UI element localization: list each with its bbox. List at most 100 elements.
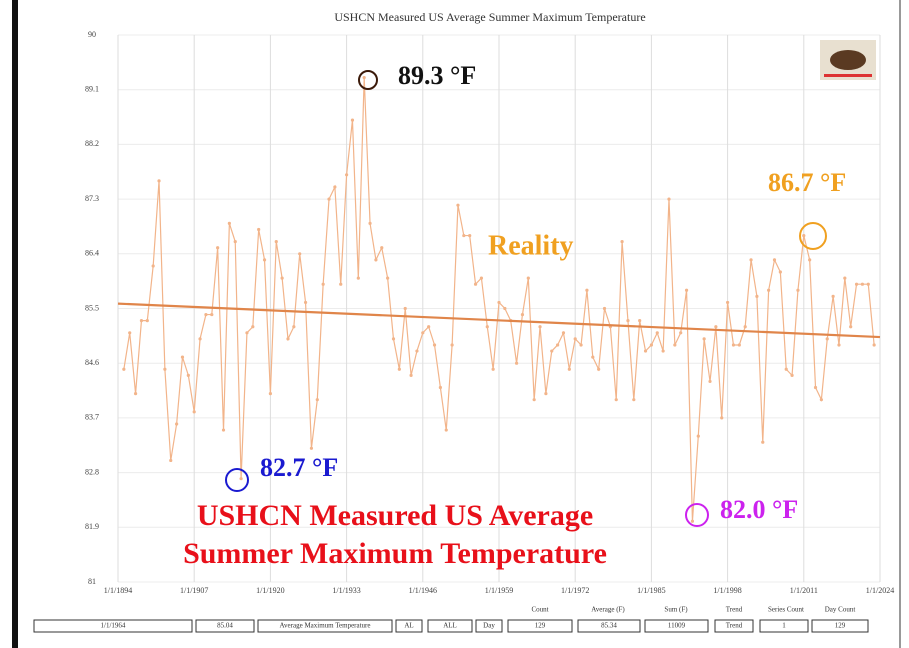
data-point [855,283,858,286]
logo-dog [830,50,866,70]
data-point [386,277,389,280]
data-point [591,356,594,359]
data-point [714,325,717,328]
data-point [474,283,477,286]
logo [820,40,876,80]
data-point [562,331,565,334]
data-point [521,313,524,316]
data-point [480,277,483,280]
data-point [181,356,184,359]
data-point [650,343,653,346]
data-point [843,277,846,280]
control-value: Day [483,622,495,630]
data-point [626,319,629,322]
x-tick-label: 1/1/1894 [104,586,132,595]
data-point [779,270,782,273]
data-point [357,277,360,280]
data-point [298,252,301,255]
data-point [251,325,254,328]
control-value: Trend [726,622,743,630]
y-tick-label: 86.4 [85,249,99,258]
data-point [790,374,793,377]
data-point [785,368,788,371]
annotation-circle [686,504,708,526]
chart: USHCN Measured US Average Summer Maximum… [0,0,909,648]
x-tick-label: 1/1/2024 [866,586,894,595]
screenshot: USHCN Measured US Average Summer Maximum… [0,0,909,648]
data-point [210,313,213,316]
data-point [849,325,852,328]
data-point [708,380,711,383]
data-point [656,331,659,334]
data-point [814,386,817,389]
data-point [392,337,395,340]
x-tick-label: 1/1/1959 [485,586,513,595]
data-point [644,349,647,352]
data-point [773,258,776,261]
data-point [134,392,137,395]
data-point [263,258,266,261]
annotation: 89.3 °F [398,61,476,90]
data-point [163,368,166,371]
data-point [140,319,143,322]
data-point [533,398,536,401]
data-point [802,234,805,237]
data-point [316,398,319,401]
data-point [767,289,770,292]
data-point [462,234,465,237]
data-point [152,264,155,267]
data-point [761,441,764,444]
data-point [691,520,694,523]
y-tick-label: 85.5 [85,303,99,312]
data-point [146,319,149,322]
data-point [726,301,729,304]
data-point [556,343,559,346]
data-point [169,459,172,462]
overlay-title: Summer Maximum Temperature [183,537,607,570]
data-point [281,277,284,280]
data-point [269,392,272,395]
data-point [445,428,448,431]
data-point [497,301,500,304]
data-point [363,76,366,79]
y-tick-label: 82.8 [85,467,99,476]
x-tick-label: 1/1/1946 [409,586,437,595]
x-tick-label: 1/1/1907 [180,586,208,595]
control-header: Count [531,606,548,614]
y-tick-label: 83.7 [85,413,99,422]
data-point [744,325,747,328]
data-point [738,343,741,346]
control-header: Trend [726,606,743,614]
data-point [585,289,588,292]
x-tick-label: 1/1/2011 [790,586,818,595]
data-point [439,386,442,389]
data-point [368,222,371,225]
data-point [427,325,430,328]
data-point [550,349,553,352]
data-point [826,337,829,340]
data-point [310,447,313,450]
data-point [456,204,459,207]
control-value: Average Maximum Temperature [280,622,371,630]
control-value: AL [404,622,413,630]
data-point [345,173,348,176]
data-point [832,295,835,298]
data-point [228,222,231,225]
x-tick-label: 1/1/1920 [256,586,284,595]
data-point [732,343,735,346]
control-header: Sum (F) [664,606,688,614]
data-point [404,307,407,310]
y-tick-label: 84.6 [85,358,99,367]
data-point [245,331,248,334]
data-point [867,283,870,286]
data-point [873,343,876,346]
data-point [216,246,219,249]
data-point [333,185,336,188]
y-tick-label: 88.2 [85,139,99,148]
data-point [304,301,307,304]
data-point [292,325,295,328]
control-value: 85.04 [217,622,233,630]
y-tick-label: 87.3 [85,194,99,203]
data-point [339,283,342,286]
x-tick-label: 1/1/1933 [332,586,360,595]
